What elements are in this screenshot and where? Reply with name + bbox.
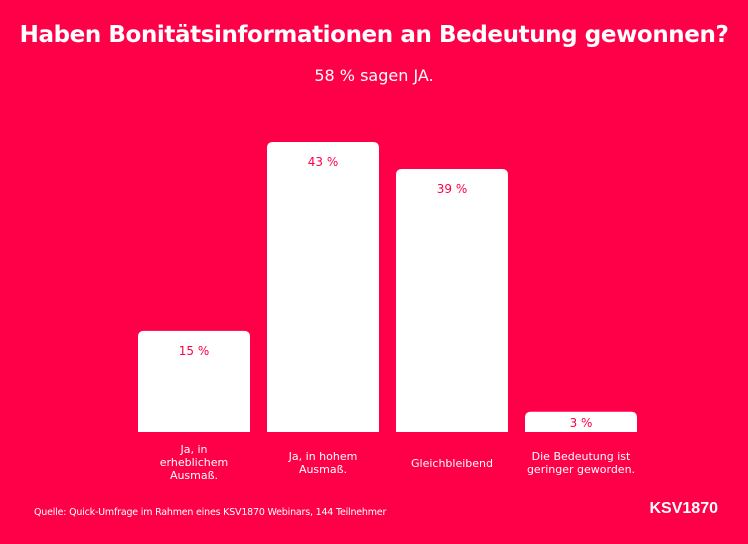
data-label-3: 3 % <box>570 416 593 430</box>
data-label-2: 39 % <box>437 182 468 196</box>
category-label-2: Gleichbleibend <box>411 457 493 470</box>
bar-2 <box>396 168 508 432</box>
bar-1 <box>267 142 379 432</box>
source-note: Quelle: Quick-Umfrage im Rahmen eines KS… <box>34 507 387 518</box>
category-label-0: Ja, in erheblichem Ausmaß. <box>159 443 229 482</box>
data-label-1: 43 % <box>308 155 339 169</box>
category-label-3: Die Bedeutung ist geringer geworden. <box>526 450 636 476</box>
category-label-1: Ja, in hohem Ausmaß. <box>288 450 358 476</box>
chart-subtitle: 58 % sagen JA. <box>314 66 434 85</box>
bar-0 <box>138 330 250 432</box>
bar-3 <box>525 411 637 432</box>
ksv1870-logo: KSV1870 <box>649 500 719 517</box>
chart-title: Haben Bonitätsinformationen an Bedeutung… <box>19 22 729 48</box>
data-label-0: 15 % <box>179 344 210 358</box>
